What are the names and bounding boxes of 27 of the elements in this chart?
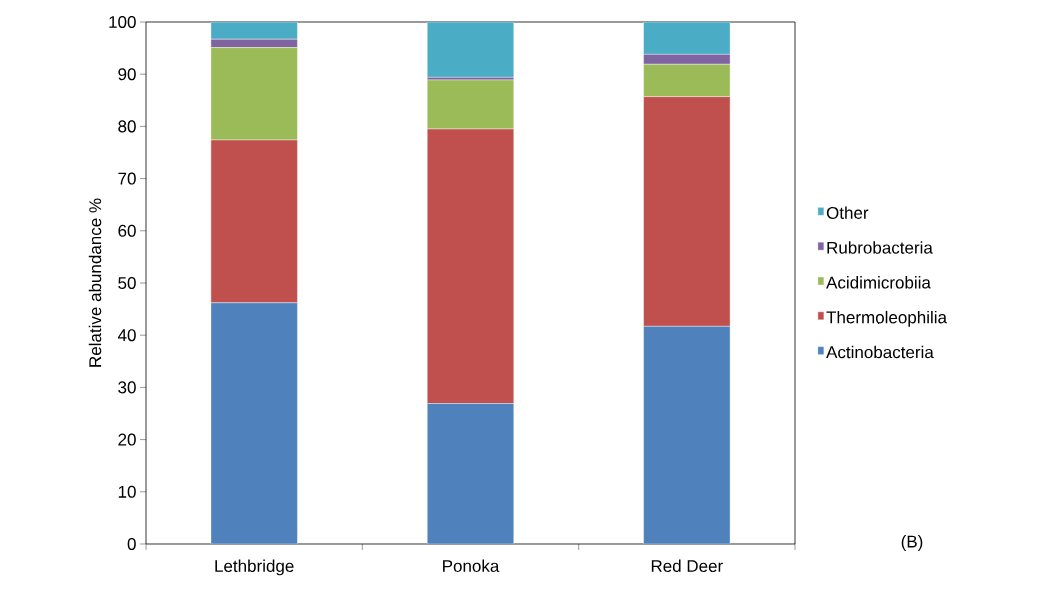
x-tick-label: Red Deer: [651, 559, 723, 573]
bar: [643, 21, 731, 55]
bar: [427, 403, 514, 544]
y-tick-label: 100: [109, 15, 136, 29]
y-tick-label: 70: [118, 172, 136, 185]
y-tick-label: 0: [127, 537, 136, 551]
legend-label: Acidimicrobiia: [826, 276, 931, 289]
y-tick-label: 50: [118, 276, 136, 290]
x-tick-label: Ponoka: [443, 559, 500, 573]
bar: [427, 21, 514, 78]
y-tick-label: 20: [118, 433, 136, 446]
legend-label: Thermoleophilia: [826, 310, 947, 327]
y-tick-label: 80: [118, 120, 136, 133]
y-tick-label: 10: [118, 485, 136, 498]
y-tick-label: 40: [117, 329, 136, 342]
y-tick-label: 30: [118, 381, 136, 394]
y-tick-label: 60: [118, 224, 136, 237]
text: (B): [901, 535, 923, 551]
y-tick-label: 90: [118, 68, 136, 81]
legend-label: Rubrobacteria: [827, 241, 933, 254]
legend-label: Other: [826, 206, 869, 219]
bar: [643, 326, 731, 544]
bar: [210, 302, 298, 544]
x-tick-label: Lethbridge: [215, 559, 294, 576]
bar: [210, 21, 298, 40]
legend-label: Actinobacteria: [826, 345, 934, 359]
y-axis-title: Relative abundance %: [88, 198, 102, 367]
